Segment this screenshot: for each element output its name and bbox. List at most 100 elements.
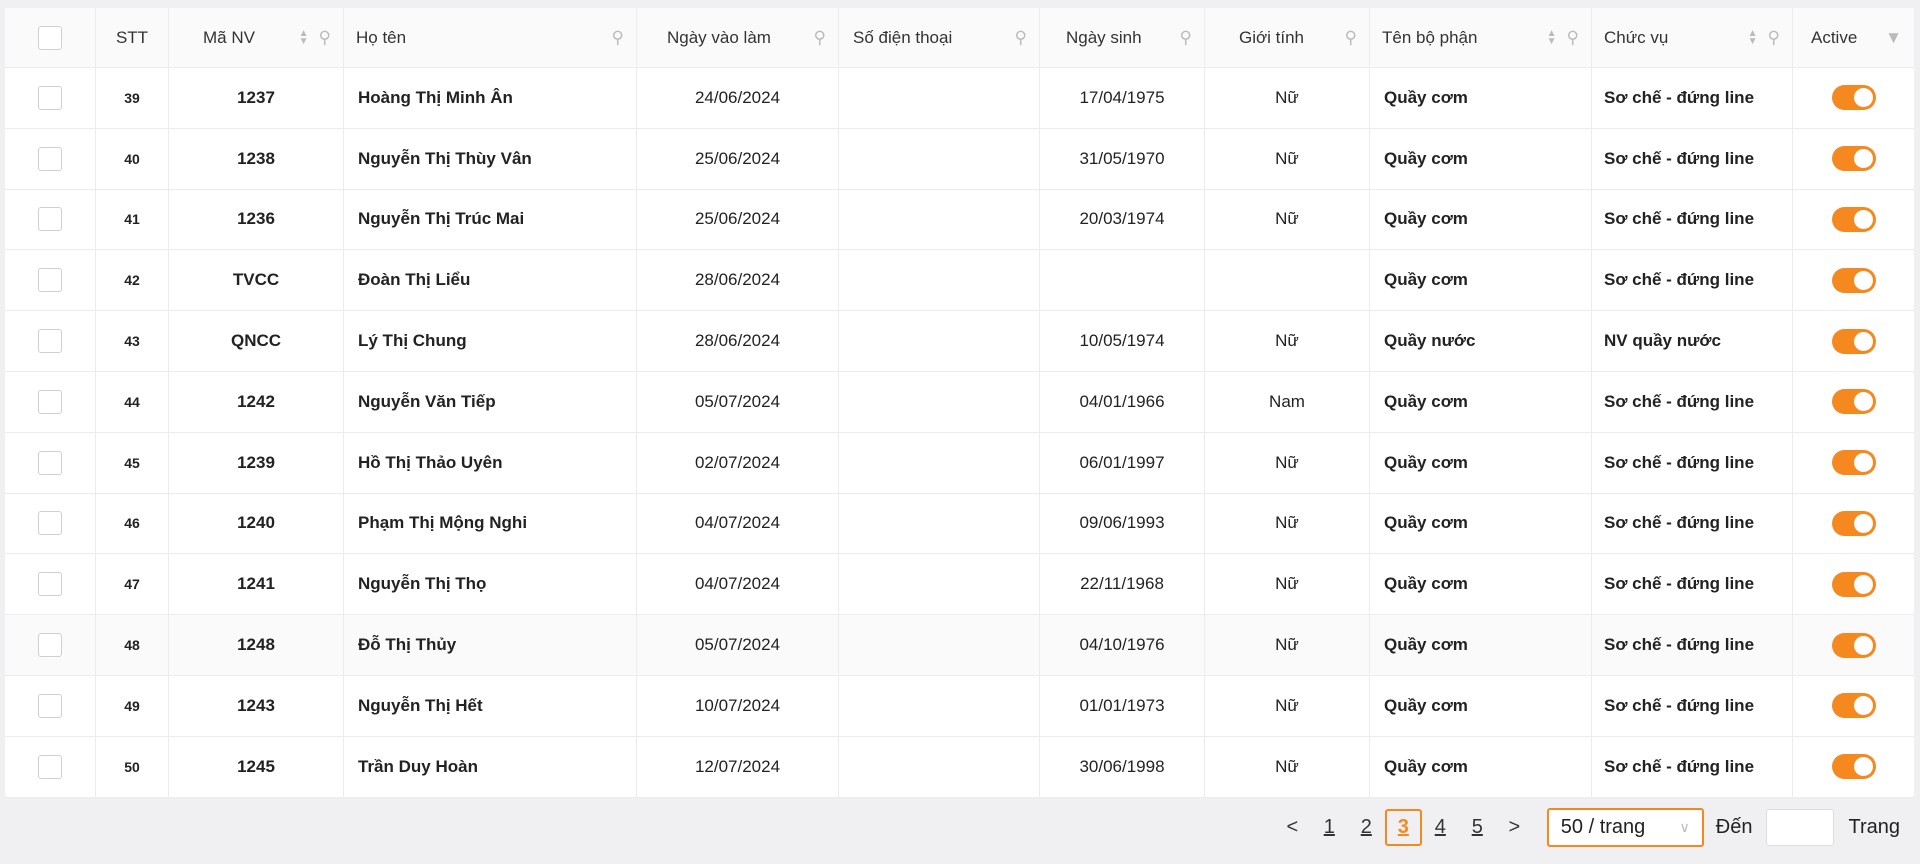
- sort-icon[interactable]: ▲ ▼: [1546, 27, 1557, 47]
- cell-text: 28/06/2024: [694, 270, 781, 290]
- table-row[interactable]: 44 1242 Nguyễn Văn Tiếp 05/07/2024 04/01/196…: [5, 371, 1914, 433]
- active-toggle[interactable]: [1831, 85, 1876, 111]
- table-row[interactable]: 43 QNCC Lý Thị Chung 28/06/2024 10/05/1974 Nữ…: [5, 311, 1914, 372]
- cell-nvl: 28/06/2024: [637, 250, 839, 311]
- cell-gt: Nữ: [1205, 311, 1370, 371]
- row-checkbox[interactable]: [38, 389, 62, 414]
- page-4-button[interactable]: 4: [1434, 816, 1446, 838]
- cell-active: [1793, 311, 1914, 371]
- active-toggle[interactable]: [1831, 510, 1876, 536]
- cell-text: 43: [124, 333, 140, 350]
- row-checkbox[interactable]: [38, 85, 62, 110]
- cell-gt: Nam: [1205, 371, 1370, 432]
- cell-text: 39: [124, 89, 140, 106]
- active-toggle[interactable]: [1831, 267, 1876, 293]
- search-icon[interactable]: ⚲: [318, 27, 331, 47]
- row-checkbox[interactable]: [38, 329, 62, 354]
- search-icon[interactable]: ⚲: [1566, 27, 1579, 47]
- cell-ns: 04/01/1966: [1040, 371, 1205, 432]
- cell-ns: 01/01/1973: [1040, 675, 1205, 736]
- select-all-checkbox[interactable]: [38, 25, 62, 50]
- active-toggle[interactable]: [1831, 146, 1876, 172]
- page-2-button[interactable]: 2: [1360, 816, 1372, 838]
- table-row[interactable]: 40 1238 Nguyễn Thị Thùy Vân 25/06/2024 31/05…: [5, 128, 1914, 190]
- cell-text: Quầy cơm: [1384, 452, 1468, 472]
- active-toggle[interactable]: [1831, 693, 1876, 719]
- cell-text: Quầy cơm: [1384, 148, 1468, 168]
- page-5-button[interactable]: 5: [1471, 816, 1483, 838]
- row-checkbox[interactable]: [38, 693, 62, 718]
- active-toggle[interactable]: [1831, 206, 1876, 232]
- search-icon[interactable]: ⚲: [1344, 27, 1357, 47]
- active-toggle[interactable]: [1831, 632, 1876, 658]
- table-row[interactable]: 46 1240 Phạm Thị Mộng Nghi 04/07/2024 09/06/…: [5, 493, 1914, 555]
- row-checkbox[interactable]: [38, 146, 62, 171]
- cell-ma: 1245: [169, 736, 344, 797]
- next-page-button[interactable]: >: [1508, 816, 1521, 838]
- table-row[interactable]: 47 1241 Nguyễn Thị Thọ 04/07/2024 22/11/1968…: [5, 554, 1914, 616]
- table-row[interactable]: 39 1237 Hoàng Thị Minh Ân 24/06/2024 17/04/1…: [5, 68, 1914, 129]
- active-toggle[interactable]: [1831, 389, 1876, 415]
- row-checkbox[interactable]: [38, 268, 62, 293]
- active-toggle[interactable]: [1831, 328, 1876, 354]
- cell-text: Nữ: [1275, 574, 1299, 594]
- cell-chk: [5, 736, 96, 797]
- search-icon[interactable]: ⚲: [1179, 27, 1192, 47]
- cell-active: [1793, 554, 1914, 614]
- cell-text: Quầy cơm: [1384, 574, 1468, 594]
- prev-page-button[interactable]: <: [1286, 816, 1299, 838]
- table-row[interactable]: 48 1248 Đỗ Thị Thủy 05/07/2024 04/10/1976 Nữ Q…: [5, 615, 1914, 676]
- search-icon[interactable]: ⚲: [611, 27, 624, 47]
- cell-sdt: [839, 250, 1040, 311]
- cell-active: [1793, 129, 1914, 189]
- cell-text: Lý Thị Chung: [358, 331, 467, 351]
- sort-icon[interactable]: ▲ ▼: [1747, 27, 1758, 47]
- cell-text: 25/06/2024: [694, 209, 781, 229]
- row-checkbox[interactable]: [38, 572, 62, 597]
- cell-sdt: [839, 371, 1040, 432]
- cell-ten: Nguyễn Thị Thùy Vân: [344, 128, 637, 189]
- cell-text: 1245: [237, 756, 275, 776]
- row-checkbox[interactable]: [38, 207, 62, 232]
- header-select-all[interactable]: [5, 8, 96, 67]
- cell-chk: [5, 128, 96, 189]
- filter-icon[interactable]: ▼: [1885, 27, 1902, 47]
- cell-cv: Sơ chế - đứng line: [1592, 371, 1793, 432]
- active-toggle[interactable]: [1831, 450, 1876, 476]
- table-row[interactable]: 45 1239 Hồ Thị Thảo Uyên 02/07/2024 06/01/19…: [5, 432, 1914, 494]
- search-icon[interactable]: ⚲: [1014, 27, 1027, 47]
- header-ngay-vao-lam: Ngày vào làm ⚲: [637, 8, 839, 67]
- page-3-button[interactable]: 3: [1384, 809, 1422, 846]
- goto-page-input[interactable]: [1766, 809, 1835, 846]
- cell-text: 50: [124, 758, 140, 775]
- table-row[interactable]: 42 TVCC Đoàn Thị Liểu 28/06/2024 Quầy cơm Sơ …: [5, 250, 1914, 312]
- cell-ten: Nguyễn Thị Hết: [344, 675, 637, 736]
- header-label: STT: [115, 27, 149, 47]
- row-checkbox[interactable]: [38, 450, 62, 475]
- active-toggle[interactable]: [1831, 754, 1876, 780]
- page-size-select[interactable]: 50 / trang ∨: [1546, 808, 1704, 847]
- cell-ns: 20/03/1974: [1040, 189, 1205, 250]
- row-checkbox[interactable]: [38, 633, 62, 658]
- cell-text: Nam: [1269, 391, 1305, 411]
- cell-text: Quầy cơm: [1384, 391, 1468, 411]
- page-1-button[interactable]: 1: [1323, 816, 1335, 838]
- table-row[interactable]: 50 1245 Trần Duy Hoàn 12/07/2024 30/06/1998 N…: [5, 736, 1914, 798]
- header-ngay-sinh: Ngày sinh ⚲: [1040, 8, 1205, 67]
- row-checkbox[interactable]: [38, 511, 62, 536]
- search-icon[interactable]: ⚲: [1767, 27, 1780, 47]
- chevron-down-icon: ∨: [1679, 819, 1690, 835]
- cell-text: Nữ: [1275, 87, 1299, 107]
- cell-bp: Quầy cơm: [1370, 250, 1592, 311]
- sort-icon[interactable]: ▲ ▼: [298, 27, 309, 47]
- search-icon[interactable]: ⚲: [813, 27, 826, 47]
- cell-text: Nữ: [1275, 695, 1299, 715]
- cell-cv: Sơ chế - đứng line: [1592, 189, 1793, 250]
- cell-bp: Quầy cơm: [1370, 493, 1592, 554]
- cell-sdt: [839, 128, 1040, 189]
- table-row[interactable]: 41 1236 Nguyễn Thị Trúc Mai 25/06/2024 20/03…: [5, 189, 1914, 251]
- table-row[interactable]: 49 1243 Nguyễn Thị Hết 10/07/2024 01/01/1973…: [5, 675, 1914, 737]
- cell-active: [1793, 68, 1914, 128]
- active-toggle[interactable]: [1831, 571, 1876, 597]
- row-checkbox[interactable]: [38, 754, 62, 779]
